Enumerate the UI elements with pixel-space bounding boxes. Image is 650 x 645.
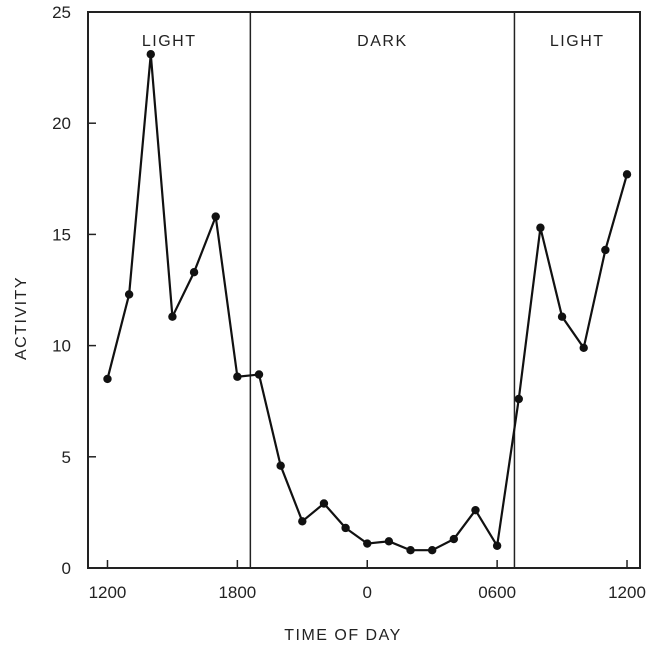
data-point (146, 50, 155, 59)
data-point (471, 505, 480, 515)
series-line (106, 53, 629, 552)
data-point (579, 343, 588, 353)
series-points (103, 50, 632, 555)
data-point (298, 517, 307, 526)
data-point (319, 499, 329, 508)
data-point (341, 523, 350, 533)
data-point (536, 223, 545, 232)
data-point (254, 370, 264, 379)
y-tick-label: 25 (52, 3, 71, 22)
y-tick-label: 15 (52, 225, 71, 244)
x-tick-label: 1200 (89, 583, 127, 602)
x-axis-ticks: 1200 1800 0 0600 1200 (89, 560, 646, 602)
y-tick-label: 20 (52, 114, 71, 133)
data-point (601, 245, 610, 255)
data-point (103, 374, 112, 384)
data-point (211, 212, 220, 221)
data-point (514, 394, 523, 404)
y-axis-title: ACTIVITY (13, 276, 30, 360)
region-label: LIGHT (550, 33, 605, 50)
data-point (384, 537, 394, 546)
y-tick-label: 10 (52, 337, 71, 356)
x-axis-title: TIME OF DAY (284, 627, 402, 644)
data-point (276, 461, 285, 470)
series-polyline (106, 53, 629, 552)
y-axis-ticks: 0 5 10 15 20 25 (52, 3, 96, 578)
data-point (168, 312, 177, 321)
region-label: DARK (357, 33, 407, 50)
region-dividers (249, 12, 516, 568)
y-tick-label: 5 (62, 448, 71, 467)
region-labels: LIGHT DARK LIGHT (142, 33, 605, 50)
x-tick-label: 0600 (478, 583, 516, 602)
data-point (557, 312, 567, 321)
x-tick-label: 1200 (608, 583, 646, 602)
data-point (427, 546, 437, 555)
x-tick-label: 1800 (218, 583, 256, 602)
data-point (492, 541, 502, 550)
data-point (124, 290, 134, 299)
y-tick-label: 0 (62, 559, 71, 578)
data-point (622, 170, 632, 179)
region-label: LIGHT (142, 33, 197, 50)
data-point (363, 539, 372, 548)
data-point (189, 268, 199, 277)
data-point (449, 534, 459, 544)
data-point (406, 546, 415, 555)
x-tick-label: 0 (363, 583, 372, 602)
data-point (233, 372, 242, 381)
plot-frame (87, 11, 641, 569)
